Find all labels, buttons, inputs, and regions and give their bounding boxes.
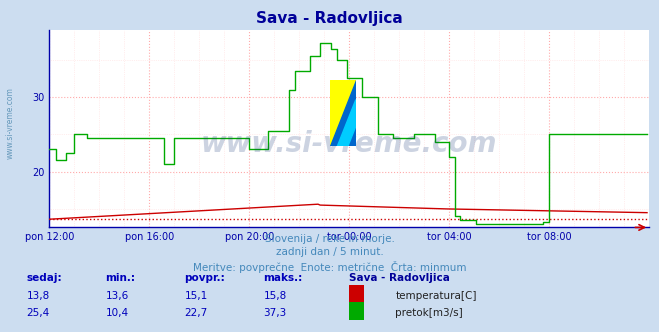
Text: min.:: min.:: [105, 273, 136, 283]
Text: 37,3: 37,3: [264, 308, 287, 318]
Text: zadnji dan / 5 minut.: zadnji dan / 5 minut.: [275, 247, 384, 257]
Polygon shape: [337, 100, 356, 146]
Text: 13,8: 13,8: [26, 291, 49, 301]
Text: 10,4: 10,4: [105, 308, 129, 318]
Text: Sava - Radovljica: Sava - Radovljica: [349, 273, 450, 283]
Text: 13,6: 13,6: [105, 291, 129, 301]
Text: maks.:: maks.:: [264, 273, 303, 283]
Text: 15,8: 15,8: [264, 291, 287, 301]
Polygon shape: [330, 80, 356, 146]
Text: 15,1: 15,1: [185, 291, 208, 301]
Text: povpr.:: povpr.:: [185, 273, 225, 283]
Text: sedaj:: sedaj:: [26, 273, 62, 283]
Text: Slovenija / reke in morje.: Slovenija / reke in morje.: [264, 234, 395, 244]
Text: www.si-vreme.com: www.si-vreme.com: [5, 87, 14, 159]
Text: 25,4: 25,4: [26, 308, 49, 318]
Text: www.si-vreme.com: www.si-vreme.com: [201, 130, 498, 158]
Text: 22,7: 22,7: [185, 308, 208, 318]
Text: pretok[m3/s]: pretok[m3/s]: [395, 308, 463, 318]
Text: Sava - Radovljica: Sava - Radovljica: [256, 11, 403, 26]
Polygon shape: [330, 80, 356, 146]
Text: temperatura[C]: temperatura[C]: [395, 291, 477, 301]
Text: Meritve: povprečne  Enote: metrične  Črta: minmum: Meritve: povprečne Enote: metrične Črta:…: [192, 261, 467, 273]
